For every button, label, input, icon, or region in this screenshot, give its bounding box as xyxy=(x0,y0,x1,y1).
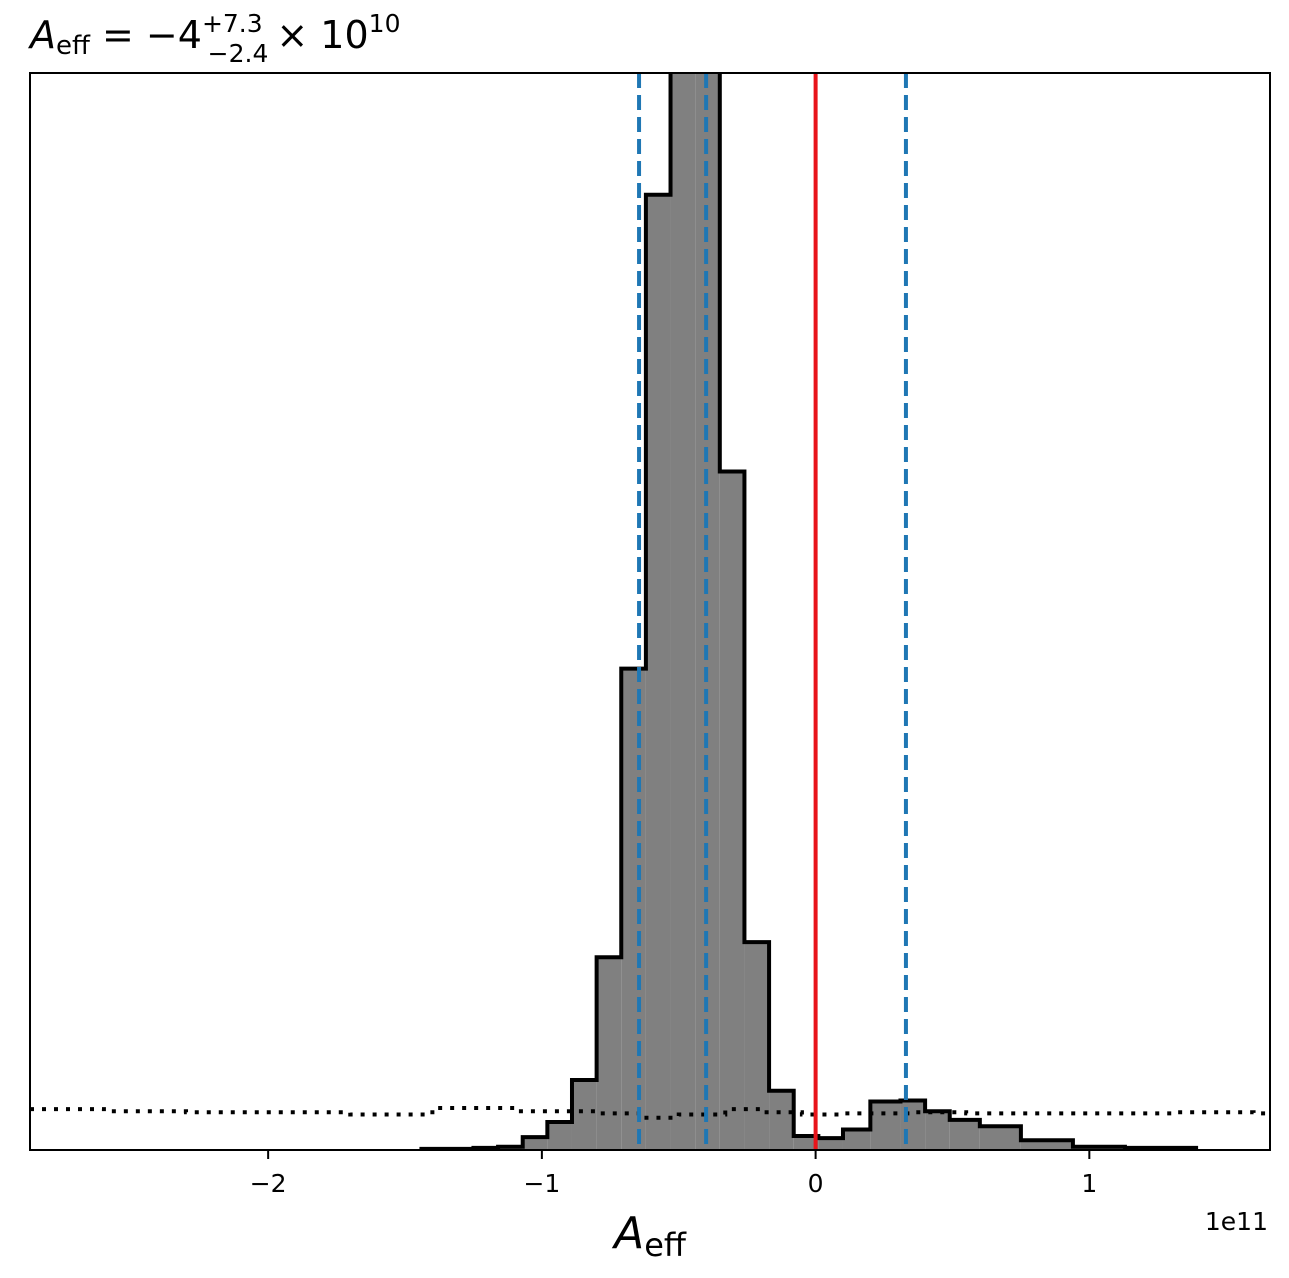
posterior-bar xyxy=(744,942,770,1150)
title-lower-error: −2.4 xyxy=(208,39,269,68)
title-subscript: eff xyxy=(56,31,91,61)
x-offset-label: 1e11 xyxy=(1205,1207,1268,1236)
posterior-bar xyxy=(1020,1140,1073,1150)
posterior-bar xyxy=(925,1111,950,1150)
title-upper-error: +7.3 xyxy=(202,9,263,38)
title-factor: × 10 xyxy=(276,13,368,57)
x-tick-label: −2 xyxy=(250,1169,287,1198)
x-tick-label: −1 xyxy=(523,1169,560,1198)
posterior-bar xyxy=(571,1079,597,1150)
posterior-bar xyxy=(979,1126,1021,1150)
posterior-bar xyxy=(719,471,745,1150)
posterior-bar xyxy=(522,1137,548,1150)
x-axis-label: Aeff xyxy=(611,1208,687,1264)
xlabel-subscript: eff xyxy=(644,1226,687,1264)
posterior-bar xyxy=(769,1090,794,1150)
posterior-bar xyxy=(670,73,696,1150)
posterior-bar xyxy=(842,1129,871,1150)
x-tick-label: 0 xyxy=(808,1169,824,1198)
posterior-bar xyxy=(870,1101,901,1150)
xlabel-symbol: A xyxy=(611,1208,644,1259)
posterior-bar xyxy=(818,1138,843,1150)
chart-title: Aeff = −4+7.3 −2.4 × 1010 xyxy=(27,9,400,68)
posterior-bar xyxy=(547,1121,572,1150)
title-exponent: 10 xyxy=(369,9,401,38)
posterior-outline xyxy=(419,73,1199,1150)
posterior-bar xyxy=(645,194,671,1150)
prior-outline xyxy=(30,1106,1270,1120)
posterior-bar xyxy=(949,1119,980,1150)
x-tick-label: 1 xyxy=(1081,1169,1097,1198)
posterior-bar xyxy=(793,1135,819,1150)
posterior-bar xyxy=(621,668,646,1150)
title-value: −4 xyxy=(146,13,202,57)
title-symbol: A xyxy=(27,13,56,57)
posterior-bar xyxy=(596,957,622,1150)
plot-frame xyxy=(29,72,1271,1151)
